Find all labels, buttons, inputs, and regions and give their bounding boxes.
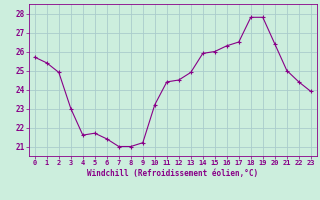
X-axis label: Windchill (Refroidissement éolien,°C): Windchill (Refroidissement éolien,°C) [87,169,258,178]
